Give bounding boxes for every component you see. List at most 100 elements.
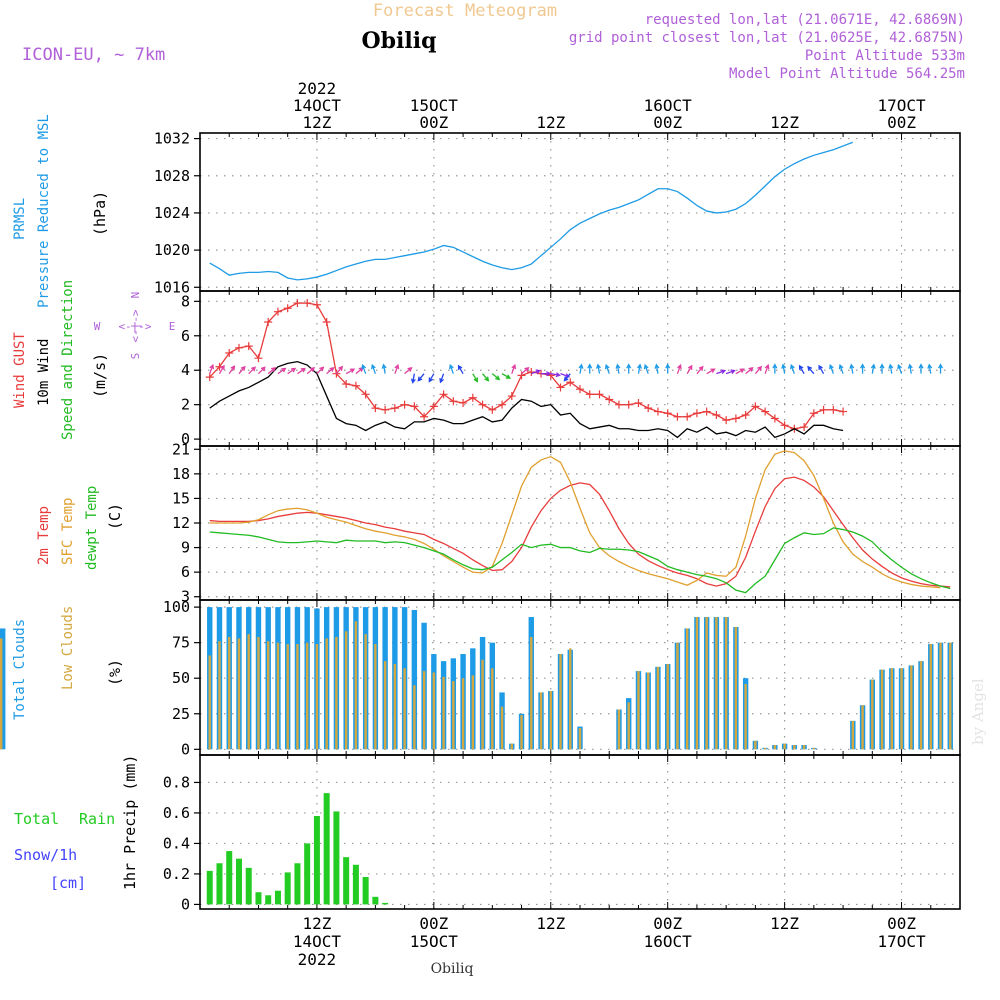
wind-direction-arrow bbox=[371, 363, 376, 374]
gust-marker bbox=[761, 407, 770, 416]
low-cloud-bar bbox=[754, 740, 757, 750]
low-cloud-bar bbox=[461, 678, 465, 750]
rain-bar bbox=[274, 890, 281, 905]
gust-marker bbox=[751, 402, 760, 411]
y-tick-label: 1024 bbox=[154, 204, 190, 222]
time-label-bottom: 00Z bbox=[887, 914, 916, 933]
gust-marker bbox=[829, 405, 838, 414]
low-cloud-bar bbox=[354, 621, 358, 750]
wind-direction-arrow bbox=[511, 363, 517, 374]
wind-direction-arrow bbox=[604, 363, 610, 374]
low-cloud-bar bbox=[510, 743, 513, 750]
y-tick-label: 0.2 bbox=[163, 865, 190, 883]
low-cloud-bar bbox=[656, 666, 660, 750]
low-cloud-bar bbox=[763, 747, 767, 750]
gust-marker bbox=[478, 400, 487, 409]
low-cloud-bar bbox=[929, 644, 932, 750]
low-cloud-bar bbox=[267, 641, 270, 750]
gust-marker bbox=[410, 402, 419, 411]
y-tick-label: 1016 bbox=[154, 278, 190, 296]
gust-marker bbox=[653, 407, 662, 416]
wind-direction-arrow bbox=[615, 363, 621, 374]
wind-direction-arrow bbox=[735, 368, 745, 375]
y-tick-label: 12 bbox=[172, 514, 190, 532]
wind-direction-arrow bbox=[838, 363, 844, 374]
low-cloud-bar bbox=[919, 661, 923, 750]
rain-label: Rain bbox=[79, 810, 115, 828]
low-cloud-bar bbox=[432, 672, 436, 750]
low-cloud-bar bbox=[569, 648, 572, 750]
gust-marker bbox=[293, 299, 302, 308]
time-label-bottom: 12Z bbox=[302, 914, 331, 933]
compass-rose: W E <-|-> <-|-> N S bbox=[94, 292, 176, 360]
time-label-top: 12Z bbox=[770, 113, 799, 132]
gust-marker bbox=[556, 383, 565, 392]
wind-direction-arrow bbox=[457, 364, 464, 374]
gust-marker bbox=[312, 300, 321, 309]
wind-direction-arrow bbox=[654, 363, 660, 374]
y-tick-label: 8 bbox=[181, 292, 190, 310]
low-cloud-bar bbox=[939, 642, 942, 750]
gust-marker bbox=[585, 390, 594, 399]
low-cloud-bar bbox=[734, 627, 738, 750]
low-cloud-bar bbox=[578, 727, 582, 750]
wind-direction-arrow bbox=[521, 367, 530, 375]
wind-label: 10m Wind bbox=[36, 339, 52, 406]
wind-direction-arrow bbox=[665, 363, 671, 374]
time-label-top: 15OCT bbox=[410, 96, 459, 115]
low-cloud-bar bbox=[422, 671, 426, 750]
low-cloud-bar bbox=[481, 659, 484, 750]
low-cloud-bar bbox=[413, 685, 416, 750]
prmsl-label-2: Pressure Reduced to MSL bbox=[36, 114, 52, 308]
wind-direction-arrow bbox=[918, 363, 924, 374]
low-cloud-bar bbox=[880, 669, 884, 750]
low-cloud-bar bbox=[666, 663, 669, 750]
time-label-top: 12Z bbox=[536, 113, 565, 132]
wind-direction-arrow bbox=[428, 373, 435, 383]
gust-marker bbox=[420, 412, 429, 421]
low-cloud-bar bbox=[900, 668, 903, 750]
gust-marker bbox=[283, 304, 292, 313]
y-tick-label: 0 bbox=[181, 430, 190, 448]
gust-marker bbox=[770, 414, 779, 423]
low-cloud-bar bbox=[325, 638, 328, 750]
chart-layers: 1016102010241028103202468369121518210255… bbox=[0, 79, 961, 969]
prmsl-unit: (hPa) bbox=[91, 191, 109, 236]
time-label-bottom: 12Z bbox=[536, 914, 565, 933]
compass-south: S bbox=[129, 353, 142, 360]
wind-direction-arrow bbox=[563, 373, 571, 382]
series-prmsl bbox=[209, 141, 854, 281]
wind-direction-arrow bbox=[472, 373, 478, 383]
low-cloud-bar bbox=[520, 715, 523, 750]
wind-direction-arrow bbox=[754, 365, 763, 375]
gust-marker bbox=[264, 318, 273, 326]
wind-direction-arrow bbox=[218, 364, 225, 374]
wind-direction-arrow bbox=[781, 363, 787, 374]
wind-direction-arrow bbox=[550, 372, 561, 378]
y-tick-label: 0 bbox=[181, 895, 190, 913]
wind-direction-arrow bbox=[541, 371, 552, 377]
wind-direction-arrow bbox=[716, 369, 727, 375]
gust-marker bbox=[225, 349, 234, 357]
wind-direction-arrow bbox=[439, 373, 445, 384]
wind-direction-arrow bbox=[888, 363, 894, 374]
low-cloud-bar bbox=[890, 668, 893, 750]
low-cloud-bar bbox=[0, 638, 3, 750]
clouds-unit: (%) bbox=[106, 659, 124, 686]
low-clouds-label: Low Clouds bbox=[60, 606, 76, 690]
low-cloud-bar bbox=[442, 676, 445, 750]
gust-marker bbox=[439, 390, 448, 399]
wind-direction-arrow bbox=[927, 363, 933, 374]
wind-direction-arrow bbox=[686, 364, 693, 374]
gust-marker bbox=[702, 407, 711, 416]
time-label-bottom: 00Z bbox=[419, 914, 448, 933]
low-cloud-bar bbox=[247, 634, 250, 750]
low-cloud-bar bbox=[705, 617, 708, 750]
low-cloud-bar bbox=[647, 672, 650, 750]
gust-marker bbox=[780, 421, 789, 430]
y-tick-label: 15 bbox=[172, 489, 190, 507]
gust-marker bbox=[390, 404, 399, 413]
low-cloud-bar bbox=[500, 706, 504, 750]
wind-direction-arrow bbox=[626, 363, 632, 374]
low-cloud-bar bbox=[383, 661, 387, 750]
